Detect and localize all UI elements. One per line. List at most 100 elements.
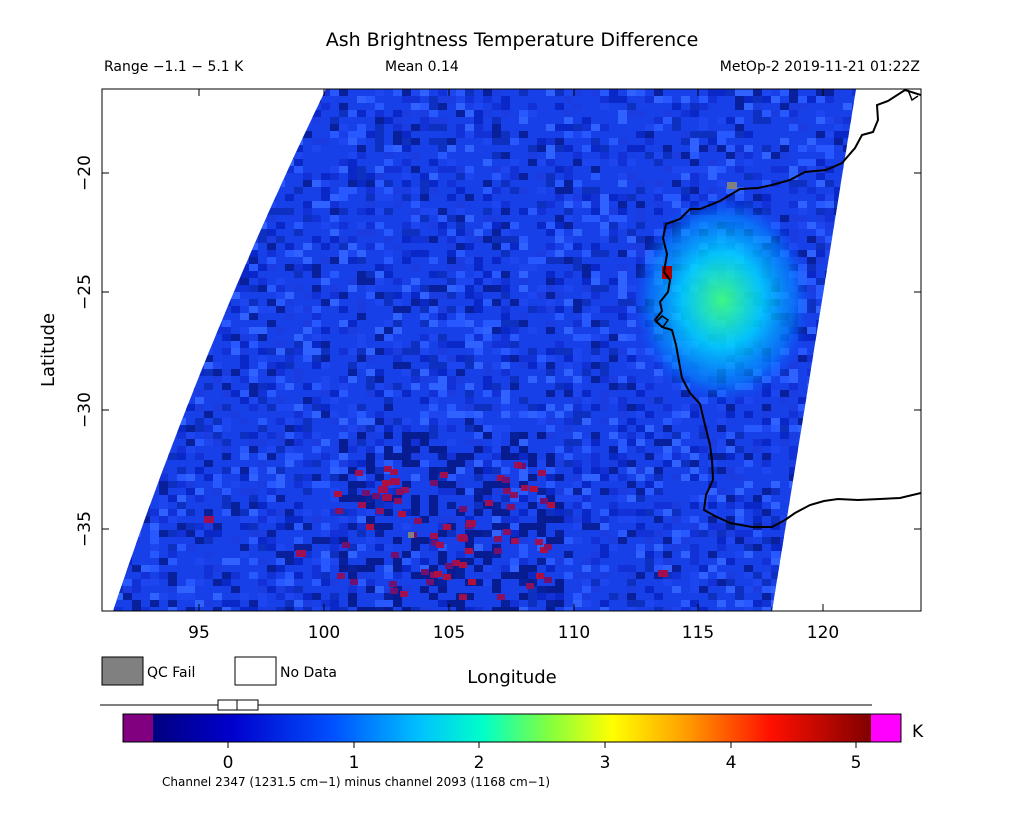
swath-pixel bbox=[339, 348, 348, 355]
swath-pixel bbox=[699, 502, 708, 509]
swath-pixel bbox=[339, 537, 348, 544]
swath-pixel bbox=[510, 607, 519, 611]
swath-pixel bbox=[690, 411, 699, 418]
swath-pixel bbox=[672, 502, 681, 509]
swath-pixel bbox=[411, 152, 420, 159]
swath-pixel bbox=[573, 152, 582, 159]
swath-pixel bbox=[393, 313, 402, 320]
swath-pixel bbox=[384, 425, 393, 432]
swath-pixel bbox=[546, 285, 555, 292]
swath-pixel bbox=[429, 369, 438, 376]
swath-pixel bbox=[321, 376, 330, 383]
swath-pixel bbox=[249, 369, 258, 376]
swath-pixel bbox=[384, 586, 393, 593]
swath-pixel bbox=[735, 537, 744, 544]
swath-pixel bbox=[213, 607, 222, 611]
swath-pixel bbox=[294, 306, 303, 313]
swath-pixel bbox=[375, 194, 384, 201]
hot-pixel bbox=[503, 488, 511, 494]
swath-pixel bbox=[438, 530, 447, 537]
swath-pixel bbox=[366, 432, 375, 439]
swath-pixel bbox=[636, 467, 645, 474]
swath-pixel bbox=[726, 572, 735, 579]
swath-pixel bbox=[564, 243, 573, 250]
swath-pixel bbox=[573, 180, 582, 187]
swath-pixel bbox=[726, 467, 735, 474]
swath-pixel bbox=[699, 145, 708, 152]
swath-pixel bbox=[474, 327, 483, 334]
swath-pixel bbox=[357, 173, 366, 180]
swath-pixel bbox=[618, 593, 627, 600]
swath-pixel bbox=[564, 488, 573, 495]
swath-pixel bbox=[483, 488, 492, 495]
swath-pixel bbox=[744, 173, 753, 180]
swath-pixel bbox=[681, 96, 690, 103]
swath-pixel bbox=[411, 572, 420, 579]
channel-caption: Channel 2347 (1231.5 cm−1) minus channel… bbox=[162, 775, 550, 789]
swath-pixel bbox=[330, 124, 339, 131]
swath-pixel bbox=[726, 411, 735, 418]
swath-pixel bbox=[501, 278, 510, 285]
swath-pixel bbox=[726, 117, 735, 124]
swath-pixel bbox=[717, 131, 726, 138]
swath-pixel bbox=[429, 159, 438, 166]
colorbar-underflow bbox=[123, 714, 153, 742]
swath-pixel bbox=[501, 243, 510, 250]
swath-pixel bbox=[447, 89, 456, 96]
y-tick-label: −25 bbox=[75, 274, 95, 310]
swath-pixel bbox=[294, 369, 303, 376]
swath-pixel bbox=[375, 292, 384, 299]
swath-pixel bbox=[672, 474, 681, 481]
swath-pixel bbox=[591, 264, 600, 271]
swath-pixel bbox=[438, 271, 447, 278]
swath-pixel bbox=[546, 145, 555, 152]
hot-pixel bbox=[459, 506, 467, 512]
swath-pixel bbox=[429, 397, 438, 404]
swath-pixel bbox=[492, 341, 501, 348]
swath-pixel bbox=[321, 89, 330, 96]
colorbar-tick-label: 1 bbox=[349, 753, 360, 773]
swath-pixel bbox=[150, 593, 159, 600]
swath-pixel bbox=[366, 292, 375, 299]
swath-pixel bbox=[222, 467, 231, 474]
swath-pixel bbox=[762, 509, 771, 516]
swath-pixel bbox=[501, 334, 510, 341]
swath-pixel bbox=[330, 530, 339, 537]
swath-pixel bbox=[636, 432, 645, 439]
swath-pixel bbox=[402, 460, 411, 467]
swath-pixel bbox=[420, 537, 429, 544]
swath-pixel bbox=[474, 278, 483, 285]
swath-pixel bbox=[456, 369, 465, 376]
swath-pixel bbox=[411, 250, 420, 257]
swath-pixel bbox=[402, 250, 411, 257]
swath-pixel bbox=[717, 579, 726, 586]
swath-pixel bbox=[501, 236, 510, 243]
swath-pixel bbox=[528, 145, 537, 152]
swath-pixel bbox=[285, 208, 294, 215]
swath-pixel bbox=[537, 362, 546, 369]
swath-pixel bbox=[690, 474, 699, 481]
swath-pixel bbox=[321, 341, 330, 348]
swath-pixel bbox=[447, 390, 456, 397]
swath-pixel bbox=[816, 278, 825, 285]
swath-pixel bbox=[258, 327, 267, 334]
swath-pixel bbox=[240, 355, 249, 362]
y-tick-label: −30 bbox=[75, 392, 95, 428]
swath-pixel bbox=[618, 565, 627, 572]
swath-pixel bbox=[519, 446, 528, 453]
swath-pixel bbox=[429, 362, 438, 369]
swath-pixel bbox=[411, 103, 420, 110]
swath-pixel bbox=[375, 264, 384, 271]
swath-pixel bbox=[501, 481, 510, 488]
swath-pixel bbox=[375, 411, 384, 418]
swath-pixel bbox=[294, 453, 303, 460]
swath-pixel bbox=[519, 495, 528, 502]
swath-pixel bbox=[420, 117, 429, 124]
swath-pixel bbox=[330, 390, 339, 397]
swath-pixel bbox=[231, 411, 240, 418]
swath-pixel bbox=[627, 320, 636, 327]
swath-pixel bbox=[438, 292, 447, 299]
swath-pixel bbox=[474, 439, 483, 446]
swath-pixel bbox=[321, 481, 330, 488]
swath-pixel bbox=[465, 418, 474, 425]
